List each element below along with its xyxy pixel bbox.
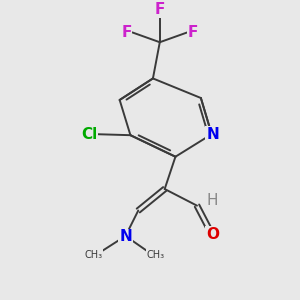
- Text: CH₃: CH₃: [147, 250, 165, 260]
- Text: Cl: Cl: [81, 127, 98, 142]
- Text: CH₃: CH₃: [84, 250, 102, 260]
- Text: F: F: [154, 2, 165, 17]
- Text: O: O: [206, 226, 219, 242]
- Text: F: F: [188, 25, 198, 40]
- Text: N: N: [206, 127, 219, 142]
- Text: N: N: [119, 230, 132, 244]
- Text: F: F: [121, 25, 132, 40]
- Text: H: H: [207, 193, 218, 208]
